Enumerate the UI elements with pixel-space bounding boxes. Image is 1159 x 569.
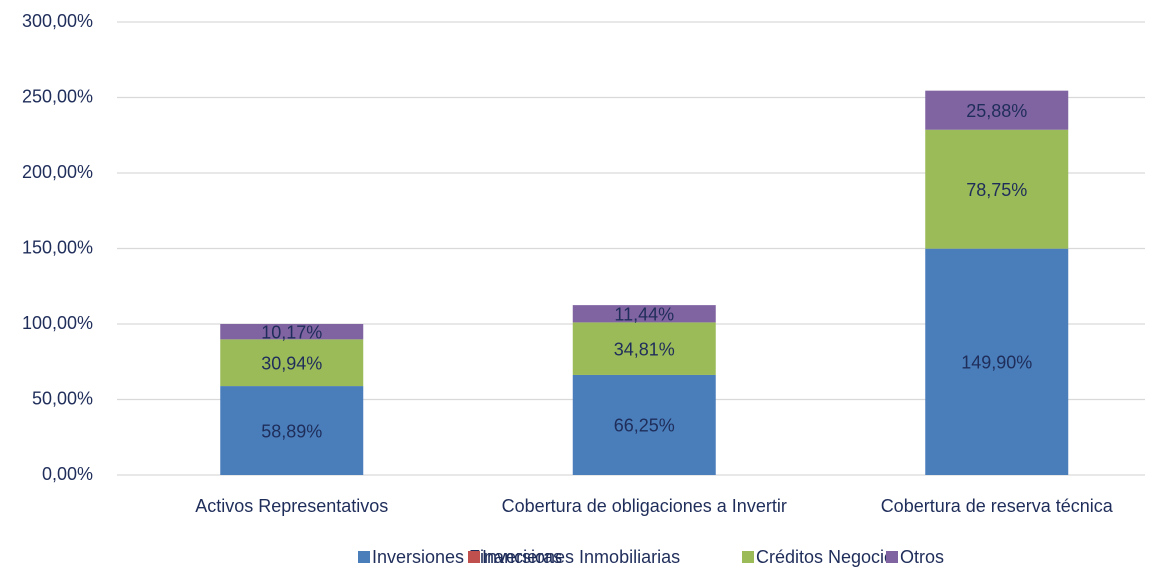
bar-segment [572,374,716,475]
bar-segment [220,324,364,340]
bar-segment [220,339,364,387]
bar-segment [925,90,1069,130]
y-tick-label: 0,00% [42,464,93,484]
data-label: 58,89% [261,421,322,441]
data-label: 66,25% [614,416,675,436]
x-tick-label: Cobertura de reserva técnica [881,496,1114,516]
y-tick-label: 100,00% [22,313,93,333]
bar-segment [925,129,1069,249]
legend-label: Inversiones Inmobiliarias [482,547,680,567]
data-label: 10,17% [261,322,322,342]
y-tick-label: 150,00% [22,237,93,257]
legend-label: Créditos Negocio [756,547,894,567]
legend-label: Inversiones Financieras [372,547,562,567]
bar-segment [220,386,364,475]
y-tick-label: 50,00% [32,388,93,408]
legend-swatch [468,551,480,563]
bar-segment [925,248,1069,475]
legend-swatch [886,551,898,563]
y-tick-label: 250,00% [22,86,93,106]
bar-segment [572,322,716,375]
data-label: 78,75% [966,180,1027,200]
legend-swatch [358,551,370,563]
data-label: 11,44% [614,305,674,325]
y-tick-label: 200,00% [22,162,93,182]
y-tick-label: 300,00% [22,11,93,31]
data-label: 34,81% [614,339,675,359]
x-tick-label: Cobertura de obligaciones a Invertir [502,496,787,516]
legend-swatch [742,551,754,563]
data-label: 30,94% [261,353,322,373]
bar-segment [572,305,716,323]
data-label: 149,90% [961,353,1032,373]
x-tick-label: Activos Representativos [195,496,388,516]
data-label: 25,88% [966,101,1027,121]
legend-label: Otros [900,547,944,567]
